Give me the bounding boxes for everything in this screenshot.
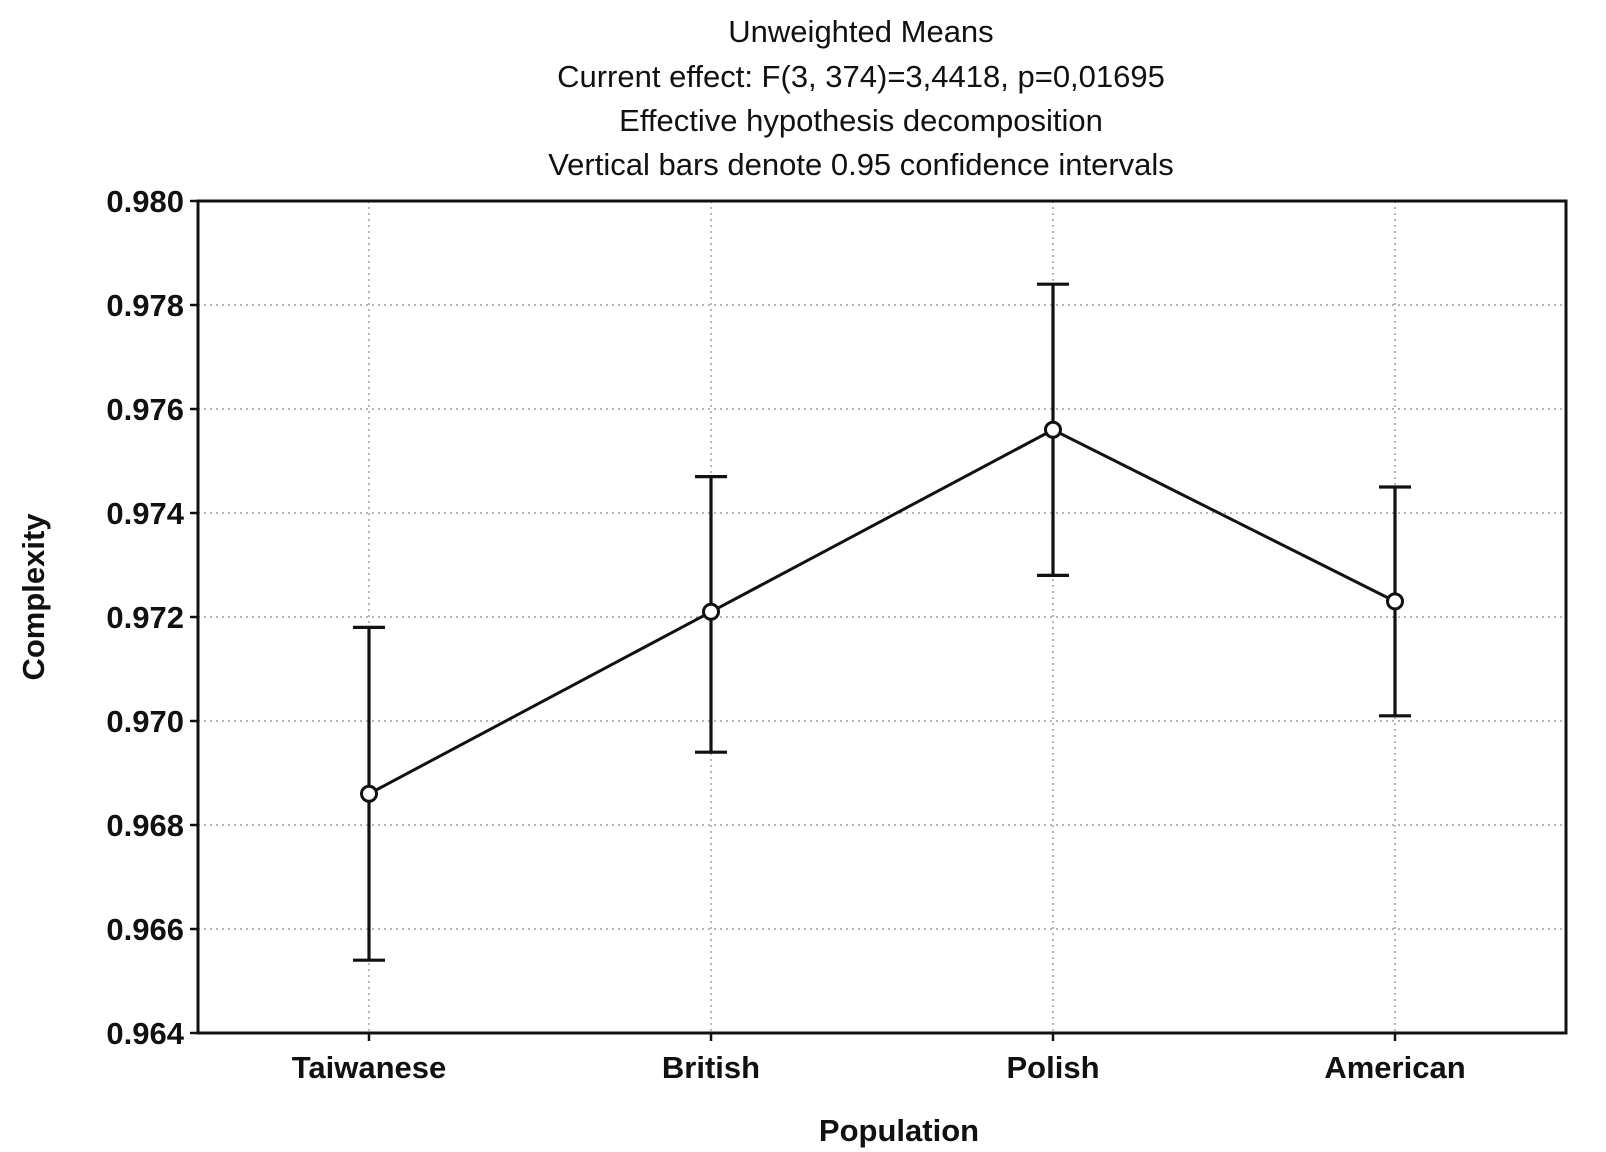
data-point-taiwanese — [360, 784, 378, 803]
x-tick-label-american: American — [1324, 1050, 1465, 1085]
y-tick-label: 0.978 — [106, 288, 184, 323]
y-axis-ticks: 0.964 0.966 0.968 0.970 0.972 0.974 0.976 0.978… — [106, 184, 198, 1051]
y-tick-label: 0.980 — [106, 184, 184, 219]
chart-title: Unweighted Means Current effect: F(3, 374… — [548, 14, 1174, 182]
y-tick-label: 0.972 — [106, 600, 184, 635]
title-line-2: Current effect: F(3, 374)=3,4418, p=0,01… — [557, 59, 1165, 94]
x-axis-ticks: Taiwanese British Polish American — [292, 1033, 1466, 1085]
data-series — [353, 282, 1411, 962]
x-tick-label-taiwanese: Taiwanese — [292, 1050, 447, 1085]
data-point-american — [1386, 592, 1404, 611]
y-tick-label: 0.974 — [106, 496, 184, 531]
series-line — [368, 428, 1396, 796]
title-line-4: Vertical bars denote 0.95 confidence int… — [548, 147, 1174, 182]
x-tick-label-polish: Polish — [1006, 1050, 1099, 1085]
y-tick-label: 0.966 — [106, 912, 184, 947]
y-tick-label: 0.976 — [106, 392, 184, 427]
y-tick-label: 0.964 — [106, 1016, 184, 1051]
y-tick-label: 0.970 — [106, 704, 184, 739]
title-line-1: Unweighted Means — [728, 14, 993, 49]
data-point-british — [702, 602, 720, 621]
grid-lines — [198, 201, 1566, 1033]
x-tick-label-british: British — [662, 1050, 760, 1085]
y-tick-label: 0.968 — [106, 808, 184, 843]
y-axis-label: Complexity — [16, 513, 51, 681]
data-point-polish — [1044, 420, 1062, 439]
x-axis-label: Population — [819, 1113, 979, 1148]
title-line-3: Effective hypothesis decomposition — [619, 103, 1103, 138]
